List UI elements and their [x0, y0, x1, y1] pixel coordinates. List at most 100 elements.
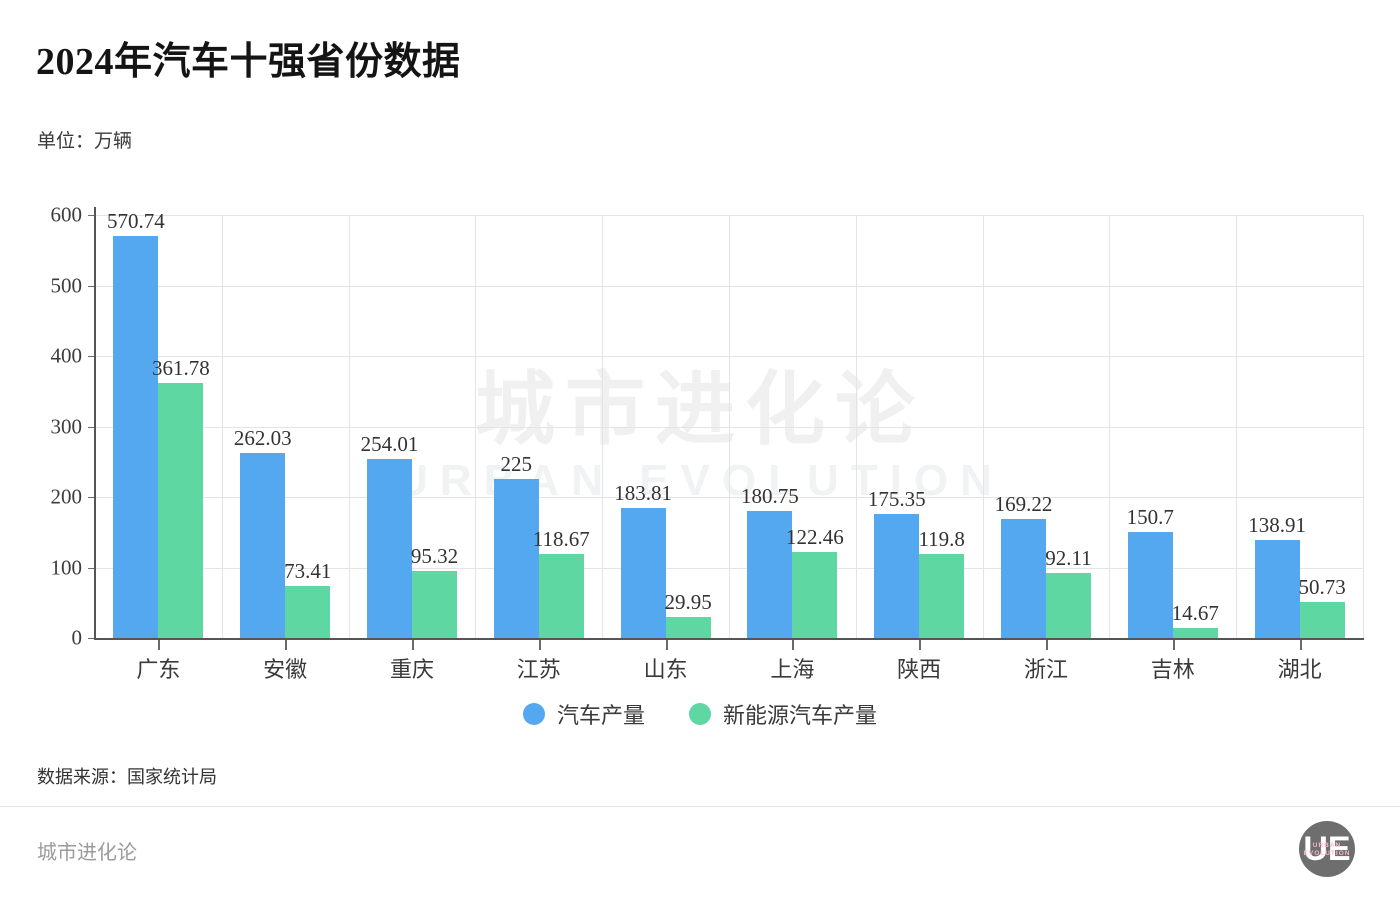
- legend-label: 新能源汽车产量: [723, 703, 878, 728]
- bar-汽车产量-山东[interactable]: 183.81: [614, 483, 672, 638]
- bar-新能源汽车产量-陕西[interactable]: 119.8: [918, 528, 965, 638]
- bar-value-label: 138.91: [1248, 513, 1306, 538]
- bar-value-label: 29.95: [664, 589, 712, 614]
- gridline-vertical: [729, 215, 730, 638]
- bar-新能源汽车产量-江苏[interactable]: 118.67: [533, 529, 590, 638]
- bar-group: 150.7 14.67: [1109, 215, 1236, 638]
- bar-group: 180.75 122.46: [729, 215, 856, 638]
- bar-value-label: 73.41: [284, 559, 332, 584]
- x-axis-tick-mark: [1046, 640, 1048, 650]
- bar-value-label: 92.11: [1045, 546, 1092, 571]
- gridline-vertical: [855, 215, 857, 638]
- bar-value-label: 175.35: [867, 487, 926, 512]
- y-axis-tick-label: 500: [50, 273, 83, 297]
- y-axis-tick-label: 600: [50, 202, 83, 227]
- y-axis-tick-mark: [88, 567, 97, 569]
- y-axis-tick-mark: [88, 426, 97, 428]
- x-axis-tick-mark: [158, 640, 161, 650]
- y-axis-tick-label: 400: [50, 343, 83, 368]
- footer-divider: [0, 806, 1400, 807]
- bar-group: 225 118.67: [475, 215, 602, 638]
- bar-group: 183.81 29.95: [602, 215, 729, 638]
- brand-logo-icon: UE URBAN EVOLUTION: [1296, 818, 1358, 880]
- x-axis-tick-mark: [412, 640, 414, 650]
- y-axis-tick-label: 100: [50, 555, 83, 579]
- legend-item-汽车产量[interactable]: 汽车产量: [522, 698, 645, 730]
- bar-group: 175.35 119.8: [856, 215, 983, 638]
- page-title: 2024年汽车十强省份数据: [36, 41, 461, 83]
- gridline-vertical: [602, 215, 604, 638]
- bar-value-label: 122.46: [786, 524, 844, 549]
- bar-value-label: 183.81: [614, 481, 672, 506]
- bar-新能源汽车产量-安徽[interactable]: 73.41: [284, 561, 331, 638]
- legend-label: 汽车产量: [556, 703, 645, 728]
- x-axis-label-上海: 上海: [770, 657, 815, 682]
- gridline-vertical: [475, 215, 477, 638]
- bar-value-label: 119.8: [918, 526, 965, 551]
- bar-新能源汽车产量-广东[interactable]: 361.78: [152, 357, 210, 638]
- bar-value-label: 361.78: [152, 355, 210, 380]
- bar-新能源汽车产量-浙江[interactable]: 92.11: [1045, 548, 1092, 638]
- y-axis-tick-labels: 0 100 200 300 400 500 600: [0, 0, 97, 900]
- svg-text:URBAN: URBAN: [1313, 842, 1341, 849]
- bar-汽车产量-湖北[interactable]: 138.91: [1248, 515, 1306, 638]
- y-axis-tick-mark: [88, 285, 97, 287]
- gridline-vertical: [1109, 215, 1111, 638]
- gridline-vertical: [221, 215, 223, 638]
- bar-新能源汽车产量-吉林[interactable]: 14.67: [1172, 602, 1219, 638]
- x-axis-label-安徽: 安徽: [263, 657, 308, 682]
- bar-value-label: 14.67: [1171, 600, 1219, 625]
- gridline-vertical: [982, 215, 984, 638]
- bar-汽车产量-广东[interactable]: 570.74: [107, 210, 165, 638]
- bar-group: 262.03 73.41: [222, 215, 349, 638]
- bar-value-label: 118.67: [532, 527, 590, 552]
- bar-新能源汽车产量-重庆[interactable]: 95.32: [411, 545, 458, 638]
- x-axis-tick-mark: [538, 640, 541, 650]
- x-axis-label-江苏: 江苏: [516, 657, 561, 682]
- gridline-vertical: [1236, 215, 1238, 638]
- bar-group: 254.01 95.32: [349, 215, 476, 638]
- bar-汽车产量-浙江[interactable]: 169.22: [995, 493, 1052, 638]
- gridline-vertical: [1363, 215, 1364, 638]
- x-axis-tick-mark: [285, 640, 288, 650]
- bar-group: 138.91 50.73: [1236, 215, 1363, 638]
- x-axis-tick-mark: [665, 640, 668, 650]
- bar-新能源汽车产量-湖北[interactable]: 50.73: [1298, 577, 1346, 638]
- svg-text:UE: UE: [1303, 830, 1350, 868]
- y-axis-tick-label: 0: [71, 625, 83, 650]
- bar-value-label: 169.22: [994, 491, 1053, 516]
- source-note: 数据来源：国家统计局: [37, 767, 217, 787]
- unit-label: 单位：万辆: [37, 131, 133, 152]
- y-axis-tick-mark: [88, 215, 97, 216]
- bar-汽车产量-陕西[interactable]: 175.35: [868, 489, 926, 638]
- gridline-vertical: [348, 215, 350, 638]
- bar-新能源汽车产量-上海[interactable]: 122.46: [786, 526, 844, 638]
- x-axis-label-广东: 广东: [136, 657, 181, 682]
- x-axis-label-湖北: 湖北: [1277, 657, 1322, 682]
- x-axis-label-吉林: 吉林: [1150, 657, 1195, 682]
- y-axis-tick-mark: [88, 497, 97, 498]
- bar-汽车产量-吉林[interactable]: 150.7: [1127, 506, 1174, 638]
- x-axis-label-浙江: 浙江: [1023, 657, 1069, 682]
- bar-汽车产量-安徽[interactable]: 262.03: [234, 428, 292, 638]
- bar-value-label: 262.03: [233, 426, 292, 451]
- bar-汽车产量-重庆[interactable]: 254.01: [361, 433, 418, 638]
- bar-value-label: 254.01: [360, 431, 419, 456]
- x-axis-label-陕西: 陕西: [897, 657, 942, 682]
- y-axis-tick-label: 300: [50, 414, 83, 438]
- bar-value-label: 150.7: [1126, 504, 1174, 529]
- y-axis-tick-label: 200: [50, 484, 83, 509]
- brand-name: 城市进化论: [37, 842, 137, 864]
- y-axis-tick-mark: [88, 356, 97, 357]
- bar-汽车产量-上海[interactable]: 180.75: [741, 485, 799, 638]
- x-axis-tick-mark: [1299, 640, 1302, 650]
- legend-item-新能源汽车产量[interactable]: 新能源汽车产量: [689, 698, 877, 730]
- bar-汽车产量-江苏[interactable]: 225: [493, 454, 539, 638]
- x-axis-tick-mark: [1172, 640, 1175, 650]
- bar-group: 570.74 361.78: [95, 210, 222, 638]
- x-axis-label-重庆: 重庆: [389, 657, 435, 682]
- bar-value-label: 225: [500, 452, 533, 477]
- y-axis-tick-mark: [88, 638, 97, 639]
- bar-新能源汽车产量-山东[interactable]: 29.95: [664, 591, 712, 638]
- bar-group: 169.22 92.11: [983, 215, 1110, 638]
